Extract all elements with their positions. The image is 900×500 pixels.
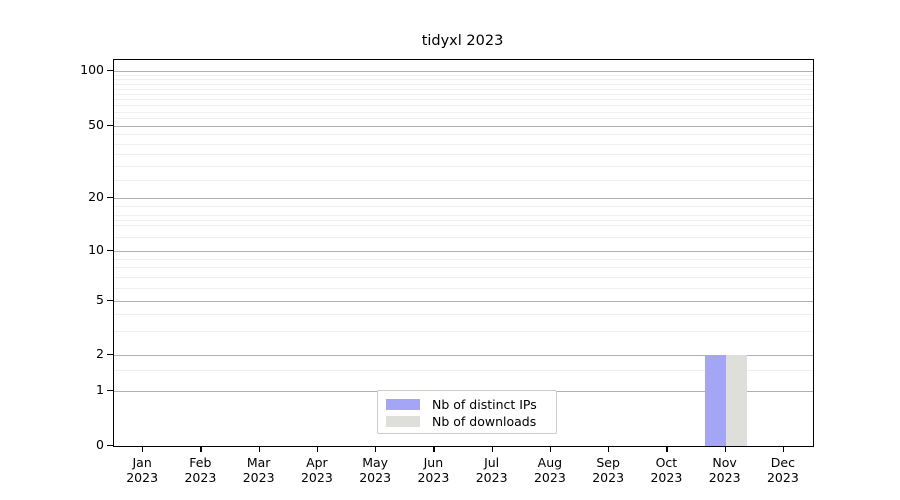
gridline [114, 314, 813, 316]
x-axis-tick-mark [433, 446, 435, 452]
y-axis-tick-mark [107, 354, 113, 356]
gridline [114, 219, 813, 221]
legend-label-distinct-ips: Nb of distinct IPs [432, 397, 537, 412]
bar-downloads [725, 355, 747, 446]
gridline [114, 276, 813, 278]
gridline [114, 71, 813, 72]
x-axis-tick-mark [608, 446, 610, 452]
gridline [114, 126, 813, 127]
gridline [114, 225, 813, 227]
y-axis-tick-mark [107, 197, 113, 199]
y-axis-tick-label: 2 [96, 346, 104, 361]
x-axis-tick-mark [666, 446, 668, 452]
gridline [114, 75, 813, 77]
legend-label-downloads: Nb of downloads [432, 414, 537, 429]
y-axis-tick-mark [107, 390, 113, 392]
gridline [114, 154, 813, 156]
x-axis-tick-label: Apr 2023 [300, 455, 333, 485]
legend-item: Nb of downloads [386, 413, 548, 430]
gridline [114, 99, 813, 101]
gridline [114, 134, 813, 136]
y-axis-tick-label: 20 [88, 189, 104, 204]
gridline [114, 180, 813, 182]
y-axis-tick-label: 50 [88, 117, 104, 132]
x-axis-tick-label: Jan 2023 [126, 455, 159, 485]
x-axis-tick-label: Jun 2023 [417, 455, 450, 485]
x-axis-tick-label: Aug 2023 [533, 455, 566, 485]
x-axis-tick-mark [375, 446, 377, 452]
chart-title: tidyxl 2023 [421, 33, 504, 49]
y-axis-tick-mark [107, 445, 113, 447]
gridline [114, 93, 813, 95]
x-axis-tick-mark [200, 446, 202, 452]
y-axis-tick-mark [107, 250, 113, 252]
y-axis-tick-mark [107, 300, 113, 302]
x-axis-tick-mark [549, 446, 552, 452]
x-axis-tick-mark [142, 446, 144, 452]
gridline [114, 111, 813, 113]
gridline [114, 166, 813, 168]
bar-distinct-ips [704, 355, 726, 446]
gridline [114, 258, 813, 260]
x-axis-tick-label: Feb 2023 [184, 455, 217, 485]
x-axis-tick-label: Nov 2023 [708, 455, 741, 485]
x-axis-tick-mark [724, 446, 726, 452]
x-axis-tick-label: May 2023 [359, 455, 392, 485]
gridline [114, 88, 813, 90]
gridline [114, 331, 813, 333]
x-axis-tick-label: Mar 2023 [242, 455, 275, 485]
x-axis-tick-label: Dec 2023 [766, 455, 799, 485]
gridline [114, 105, 813, 107]
gridline [114, 143, 813, 145]
gridline [114, 287, 813, 289]
x-axis-tick-label: Oct 2023 [650, 455, 683, 485]
y-axis-tick-label: 10 [88, 242, 104, 257]
gridline [114, 198, 813, 199]
gridline [114, 206, 813, 208]
gridline [114, 237, 813, 239]
gridline [114, 251, 813, 252]
legend-swatch-distinct-ips [386, 399, 420, 410]
gridline [114, 79, 813, 81]
y-axis-tick-label: 0 [96, 437, 104, 452]
plot-area [113, 59, 814, 447]
gridline [114, 267, 813, 269]
y-axis-tick-labels: 0 1 2 5 10 20 50 100 [0, 0, 104, 500]
legend: Nb of distinct IPs Nb of downloads [377, 390, 557, 434]
gridline [114, 215, 813, 217]
y-axis-tick-label: 1 [96, 382, 104, 397]
gridline [114, 83, 813, 85]
y-axis-tick-mark [107, 70, 113, 72]
x-axis-tick-mark [316, 446, 319, 452]
y-axis-tick-label: 100 [80, 62, 104, 77]
gridline [114, 355, 813, 356]
y-axis-tick-mark [107, 125, 113, 127]
y-axis-tick-label: 5 [96, 292, 104, 307]
x-axis-tick-mark [491, 446, 493, 452]
x-axis-tick-mark [782, 446, 785, 452]
x-axis-tick-label: Jul 2023 [475, 455, 508, 485]
gridline [114, 118, 813, 120]
gridline [114, 369, 813, 371]
legend-swatch-downloads [386, 416, 420, 427]
legend-item: Nb of distinct IPs [386, 396, 548, 413]
x-axis-tick-mark [258, 446, 260, 452]
x-axis-tick-label: Sep 2023 [592, 455, 625, 485]
gridline [114, 301, 813, 302]
